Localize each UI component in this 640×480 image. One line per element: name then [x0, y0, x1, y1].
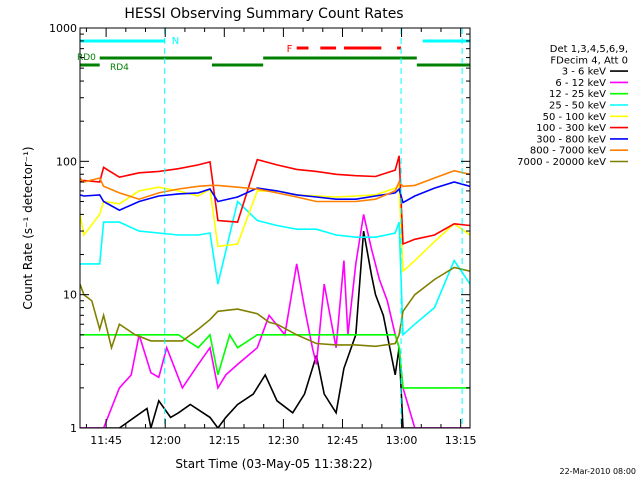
series-line-4 — [80, 199, 470, 337]
x-tick-label: 12:15 — [208, 434, 240, 447]
footer-date: 22-Mar-2010 08:00 — [560, 467, 637, 476]
annotation-group: N F RD0 RD4 — [77, 28, 470, 428]
rd0-label: RD0 — [77, 53, 96, 63]
x-tick-label: 12:00 — [149, 434, 181, 447]
legend-label-2: 6 - 12 keV — [555, 78, 606, 89]
series-line-7 — [80, 181, 470, 212]
legend-header-1: Det 1,3,4,5,6,9, — [550, 44, 628, 55]
plot-frame — [79, 27, 471, 429]
legend: Det 1,3,4,5,6,9,FDecim 4, Att 03 - 6 keV… — [517, 44, 628, 168]
series-line-8 — [80, 169, 470, 203]
legend-label-3: 12 - 25 keV — [549, 89, 606, 100]
x-axis-label: Start Time (03-May-05 11:38:22) — [175, 457, 372, 471]
rd4-label: RD4 — [110, 63, 129, 73]
f-label: F — [287, 44, 293, 55]
y-axis-label: Count Rate (s⁻¹ detector⁻¹) — [21, 146, 35, 309]
series-line-1 — [80, 230, 470, 428]
chart-title: HESSI Observing Summary Count Rates — [124, 6, 403, 22]
y-tick-label: 1 — [70, 422, 77, 435]
n-label: N — [172, 36, 179, 47]
series-line-2 — [80, 214, 470, 428]
legend-label-8: 800 - 7000 keV — [530, 146, 606, 157]
x-tick-label: 12:45 — [327, 434, 359, 447]
x-tick-label: 13:15 — [445, 434, 477, 447]
legend-label-9: 7000 - 20000 keV — [517, 157, 606, 168]
y-tick-label: 10 — [63, 289, 77, 302]
plot-area: N F RD0 RD4 1 10 100 1000 11:45 12:00 12:15 12:30 12… — [49, 22, 477, 447]
x-tick-label: 13:00 — [386, 434, 418, 447]
legend-header-2: FDecim 4, Att 0 — [550, 55, 628, 66]
legend-label-6: 100 - 300 keV — [536, 123, 606, 134]
legend-label-5: 50 - 100 keV — [543, 112, 607, 123]
series-line-3 — [80, 332, 470, 389]
y-tick-label: 100 — [56, 155, 77, 168]
legend-label-1: 3 - 6 keV — [562, 67, 606, 78]
series-line-6 — [80, 155, 470, 246]
y-tick-label: 1000 — [49, 22, 77, 35]
series-line-9 — [80, 266, 470, 351]
x-tick-label: 11:45 — [90, 434, 122, 447]
legend-label-7: 300 - 800 keV — [536, 134, 606, 145]
legend-label-4: 25 - 50 keV — [549, 101, 606, 112]
x-tick-label: 12:30 — [268, 434, 300, 447]
series-group — [80, 155, 470, 428]
